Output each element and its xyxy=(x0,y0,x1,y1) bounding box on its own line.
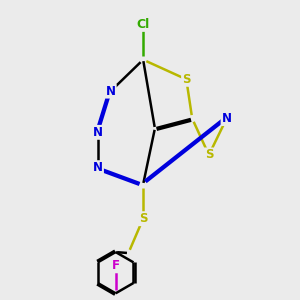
Text: S: S xyxy=(182,73,190,86)
Text: N: N xyxy=(222,112,232,125)
Text: N: N xyxy=(106,85,116,98)
Text: F: F xyxy=(112,259,120,272)
Text: N: N xyxy=(93,126,103,139)
Text: N: N xyxy=(93,161,103,174)
Text: S: S xyxy=(205,148,213,161)
Text: S: S xyxy=(139,212,147,225)
Text: Cl: Cl xyxy=(136,18,150,31)
